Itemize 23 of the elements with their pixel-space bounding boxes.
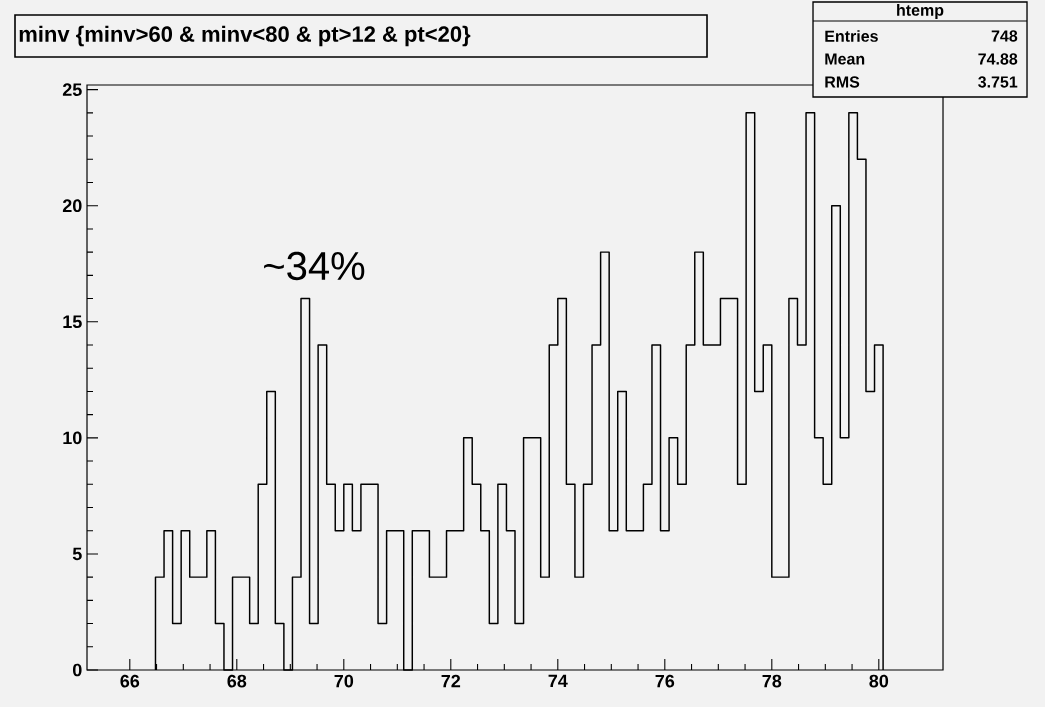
x-tick-label: 72 <box>441 674 461 688</box>
text: Mean <box>825 53 865 65</box>
annotation: RMS <box>825 76 860 88</box>
text: htemp <box>897 4 944 19</box>
y-tick-label: 25 <box>62 83 82 96</box>
x-tick-label: 66 <box>120 674 140 688</box>
x-tick-label: 76 <box>655 674 675 688</box>
x-tick-label: 70 <box>334 674 354 688</box>
y-tick-label: 0 <box>72 663 82 677</box>
y-tick-label: 5 <box>72 547 82 561</box>
x-tick-label: 74 <box>548 674 568 688</box>
y-tick-label: 20 <box>62 199 82 213</box>
x-tick-label: 68 <box>227 674 247 688</box>
text: 74.88 <box>978 53 1018 65</box>
text: Entries <box>825 30 878 42</box>
x-tick-label: 80 <box>869 674 889 688</box>
annotation: ~34% <box>264 251 365 281</box>
x-tick-label: 78 <box>762 674 782 688</box>
chart-title: minv {minv>60 & minv<80 & pt>12 & pt<20} <box>19 25 471 47</box>
text: 3.751 <box>978 76 1018 88</box>
text: 748 <box>991 30 1018 42</box>
y-tick-label: 15 <box>63 315 82 329</box>
y-tick-label: 10 <box>63 431 82 445</box>
